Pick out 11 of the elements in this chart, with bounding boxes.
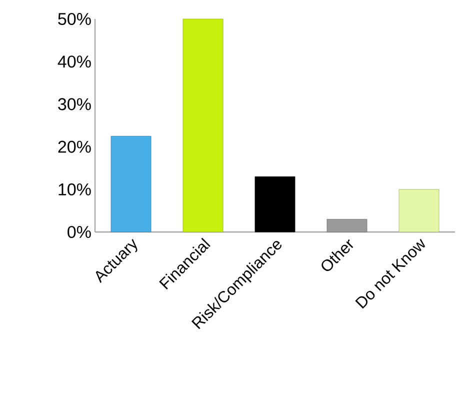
bar [326,219,368,232]
y-tick-label: 20% [58,140,91,153]
bar [398,189,440,232]
bar [182,18,224,232]
bar [254,176,296,232]
y-tick-label: 40% [58,56,91,68]
y-tick-label: 50% [58,12,91,26]
bar [110,136,152,232]
y-tick-label: 30% [58,98,91,110]
y-tick-label: 0% [68,226,91,238]
y-tick-label: 10% [58,183,91,196]
